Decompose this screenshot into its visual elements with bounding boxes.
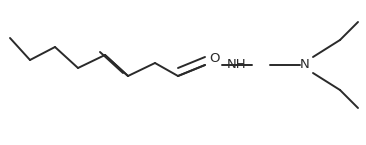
Text: NH: NH xyxy=(227,58,247,71)
Text: N: N xyxy=(300,58,310,71)
Text: O: O xyxy=(209,51,220,65)
